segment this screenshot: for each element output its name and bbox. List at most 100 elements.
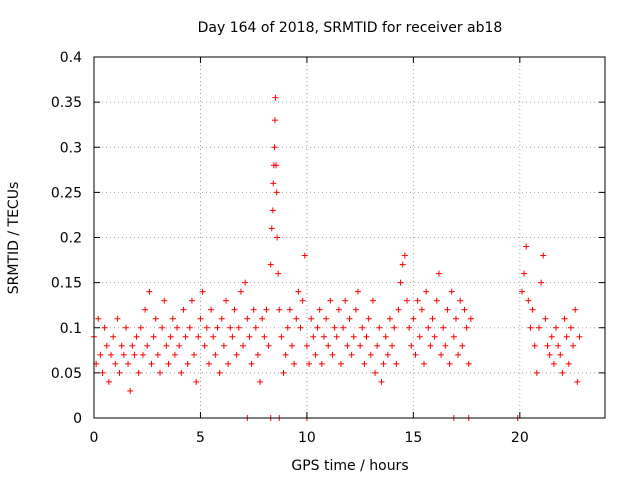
data-point xyxy=(335,306,342,313)
data-point xyxy=(112,360,119,367)
data-point xyxy=(378,378,385,385)
data-point xyxy=(159,324,166,331)
data-point xyxy=(352,306,359,313)
data-point xyxy=(408,342,415,349)
data-point xyxy=(423,288,430,295)
data-point xyxy=(344,342,351,349)
data-point xyxy=(212,351,219,358)
data-point xyxy=(188,297,195,304)
data-point xyxy=(163,342,170,349)
data-point xyxy=(216,369,223,376)
data-point xyxy=(293,315,300,322)
data-point xyxy=(223,297,230,304)
data-point xyxy=(565,360,572,367)
y-tick-label: 0.2 xyxy=(60,231,82,247)
data-point xyxy=(203,324,210,331)
data-point xyxy=(323,315,330,322)
data-point xyxy=(99,369,106,376)
data-point xyxy=(463,324,470,331)
data-point xyxy=(295,288,302,295)
data-point xyxy=(363,333,370,340)
y-tick-label: 0.3 xyxy=(60,140,82,156)
data-point xyxy=(178,369,185,376)
data-point xyxy=(205,360,212,367)
data-point xyxy=(452,315,459,322)
data-point xyxy=(318,360,325,367)
data-point xyxy=(214,324,221,331)
data-point xyxy=(325,342,332,349)
data-point xyxy=(280,369,287,376)
data-point xyxy=(208,306,215,313)
data-point xyxy=(284,324,291,331)
data-point xyxy=(257,378,264,385)
data-point xyxy=(127,387,134,394)
data-point xyxy=(244,315,251,322)
axis-ticks: 0 0.05 0.1 0.15 0.2 0.25 0.3 0.35 0.4 0 5 10 15 20 xyxy=(51,50,605,446)
data-point xyxy=(435,270,442,277)
data-point xyxy=(235,324,242,331)
data-point xyxy=(308,315,315,322)
data-point xyxy=(282,351,289,358)
data-point xyxy=(576,333,583,340)
data-point xyxy=(540,252,547,259)
data-point xyxy=(225,360,232,367)
data-point xyxy=(125,360,132,367)
data-point xyxy=(421,360,428,367)
data-point xyxy=(129,342,136,349)
data-point xyxy=(269,207,276,214)
data-point xyxy=(333,333,340,340)
data-point xyxy=(316,306,323,313)
data-point xyxy=(248,360,255,367)
data-point xyxy=(429,315,436,322)
data-point xyxy=(273,189,280,196)
data-point xyxy=(337,360,344,367)
data-point xyxy=(137,324,144,331)
data-point xyxy=(101,324,108,331)
data-point xyxy=(197,315,204,322)
data-point xyxy=(167,333,174,340)
data-point xyxy=(570,342,577,349)
data-point xyxy=(555,342,562,349)
chart-title: Day 164 of 2018, SRMTID for receiver ab1… xyxy=(198,20,503,36)
data-point xyxy=(374,342,381,349)
data-point xyxy=(518,288,525,295)
data-point xyxy=(533,369,540,376)
data-point xyxy=(144,342,151,349)
x-tick-label: 15 xyxy=(404,430,422,446)
data-point xyxy=(227,324,234,331)
y-tick-label: 0.35 xyxy=(51,95,82,111)
y-tick-label: 0.1 xyxy=(60,321,82,337)
data-point xyxy=(391,324,398,331)
data-point xyxy=(195,333,202,340)
data-point xyxy=(529,306,536,313)
data-point xyxy=(459,342,466,349)
data-point xyxy=(210,333,217,340)
data-point xyxy=(273,162,280,169)
data-point xyxy=(291,360,298,367)
data-point xyxy=(425,324,432,331)
data-point xyxy=(303,342,310,349)
data-point xyxy=(372,369,379,376)
data-point xyxy=(193,378,200,385)
y-axis-label: SRMTID / TECUs xyxy=(6,182,22,295)
data-point xyxy=(542,315,549,322)
data-point xyxy=(350,333,357,340)
data-point xyxy=(450,333,457,340)
data-point xyxy=(182,333,189,340)
data-point xyxy=(386,315,393,322)
data-point xyxy=(180,306,187,313)
data-points xyxy=(91,94,583,421)
data-point xyxy=(446,360,453,367)
data-point xyxy=(110,333,117,340)
data-point xyxy=(523,243,530,250)
data-point xyxy=(382,333,389,340)
data-point xyxy=(525,297,532,304)
data-point xyxy=(401,252,408,259)
data-point xyxy=(461,306,468,313)
data-point xyxy=(367,351,374,358)
data-point xyxy=(442,342,449,349)
data-point xyxy=(146,288,153,295)
data-point xyxy=(122,324,129,331)
data-point xyxy=(550,360,557,367)
data-point xyxy=(259,315,266,322)
